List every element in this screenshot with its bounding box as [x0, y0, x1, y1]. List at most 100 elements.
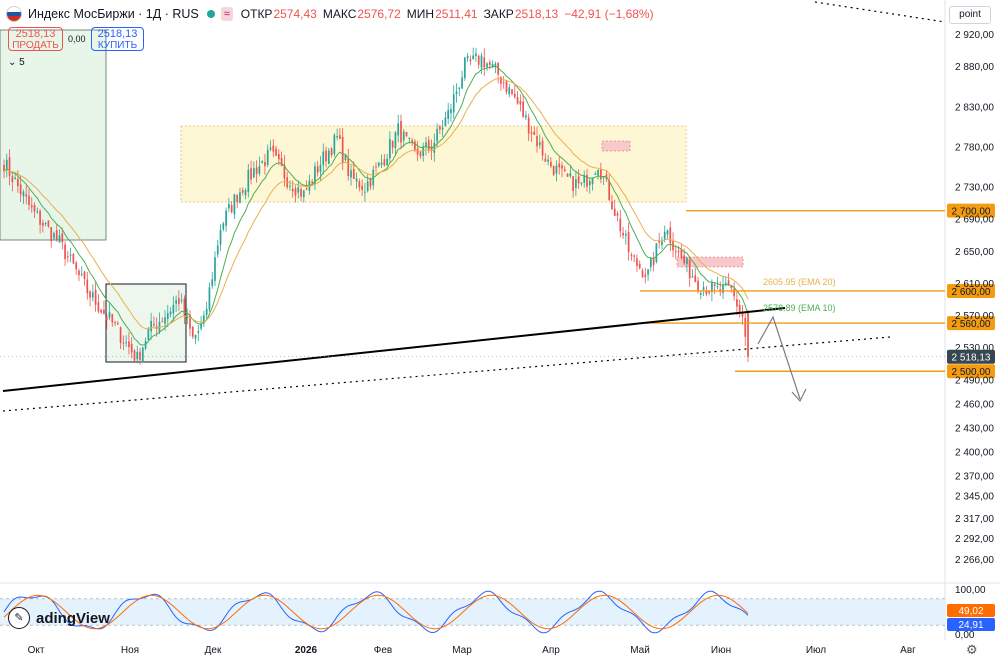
candle-body	[572, 176, 574, 191]
candle-body	[222, 223, 225, 230]
level-label: 2 700,00	[952, 207, 991, 218]
candle-body	[14, 177, 16, 180]
candle-body	[172, 304, 175, 314]
candle-body	[383, 159, 386, 166]
candle-body	[469, 59, 472, 62]
buy-button[interactable]: 2518,13 КУПИТЬ	[91, 27, 144, 51]
candle-body	[577, 176, 580, 184]
candle-body	[261, 160, 264, 163]
x-tick-label: Фев	[374, 645, 392, 656]
candle-body	[264, 162, 266, 167]
candle-body	[191, 326, 194, 337]
candle-body	[269, 147, 272, 150]
candle-body	[161, 321, 164, 323]
candle-body	[211, 279, 214, 286]
compare-wave-icon[interactable]: ≈	[220, 7, 233, 21]
candle-body	[513, 93, 516, 98]
candle-body	[727, 280, 730, 286]
candle-body	[619, 218, 622, 232]
supply-box-2	[676, 256, 744, 268]
osc-tick-0: 0,00	[955, 630, 975, 641]
candle-body	[708, 291, 710, 293]
candle-body	[114, 322, 116, 324]
x-tick-label: Окт	[28, 645, 45, 656]
candle-body	[380, 162, 383, 165]
candle-body	[22, 191, 25, 197]
candle-body	[228, 203, 230, 209]
candle-body	[738, 304, 741, 312]
ema-10-line	[3, 65, 749, 346]
candle-body	[741, 311, 744, 317]
candle-body	[541, 140, 544, 156]
candle-body	[722, 284, 724, 293]
candle-body	[461, 77, 463, 89]
price-tag-bg	[947, 349, 995, 364]
candle-body	[530, 132, 533, 134]
candle-body	[447, 110, 450, 119]
candle-body	[128, 341, 130, 348]
candle-body	[452, 94, 455, 113]
axis-unit-button[interactable]: point	[949, 6, 991, 24]
candle-body	[608, 180, 611, 201]
consolidation-box	[105, 283, 187, 363]
candle-body	[555, 165, 558, 174]
buy-price: 2518,13	[97, 28, 138, 40]
candle-body	[408, 137, 411, 139]
settings-gear-icon[interactable]: ⚙	[966, 642, 978, 657]
candle-body	[319, 164, 322, 172]
candle-body	[386, 158, 388, 166]
candle-body	[377, 162, 380, 166]
candle-body	[516, 97, 519, 104]
candle-body	[61, 233, 64, 243]
candle-body	[53, 233, 55, 239]
ohlc-value: 2511,41	[435, 7, 478, 21]
candle-body	[333, 135, 336, 155]
candle-body	[55, 230, 58, 241]
candle-body	[322, 151, 325, 165]
candle-body	[42, 222, 44, 226]
candle-body	[713, 284, 716, 287]
candle-body	[330, 148, 333, 156]
ema-label: 2605.95 (EMA 20)	[763, 277, 836, 287]
candle-body	[341, 136, 344, 163]
sell-button[interactable]: 2518,13 ПРОДАТЬ	[8, 27, 63, 51]
candle-body	[624, 234, 627, 236]
candle-body	[78, 270, 80, 276]
candle-body	[652, 259, 655, 265]
candle-body	[214, 257, 216, 281]
candle-body	[491, 64, 494, 67]
market-status-icon	[206, 10, 215, 18]
level-label: 2 500,00	[952, 367, 991, 378]
candle-body	[5, 159, 8, 171]
dotted-trendline-lower	[2, 336, 891, 412]
candle-body	[688, 259, 691, 279]
candle-body	[566, 173, 569, 177]
candle-body	[336, 135, 338, 138]
candle-body	[488, 62, 491, 66]
candle-body	[205, 308, 208, 316]
indicator-count: 5	[19, 57, 25, 68]
candle-body	[180, 299, 183, 301]
y-tick-label: 2 345,00	[955, 492, 994, 503]
candle-body	[203, 315, 205, 324]
candle-body	[164, 317, 166, 324]
candle-body	[389, 139, 391, 159]
indicators-toggle[interactable]: ⌄ 5	[8, 57, 25, 68]
candle-body	[622, 232, 624, 236]
candle-body	[616, 213, 619, 216]
candle-body	[391, 140, 394, 148]
pen-icon[interactable]: ✎	[8, 607, 30, 629]
candle-body	[247, 169, 250, 192]
candle-body	[586, 174, 588, 187]
symbol-title[interactable]: Индекс МосБиржи · 1Д · RUS	[28, 7, 199, 21]
candle-body	[591, 177, 594, 185]
ema-label: 2578.89 (EMA 10)	[763, 303, 836, 313]
candle-body	[550, 161, 552, 167]
candle-body	[250, 168, 252, 180]
candle-body	[197, 331, 200, 333]
candle-body	[466, 56, 469, 59]
y-tick-label: 2 570,00	[955, 311, 994, 322]
candle-body	[427, 140, 430, 150]
candle-body	[666, 230, 669, 235]
